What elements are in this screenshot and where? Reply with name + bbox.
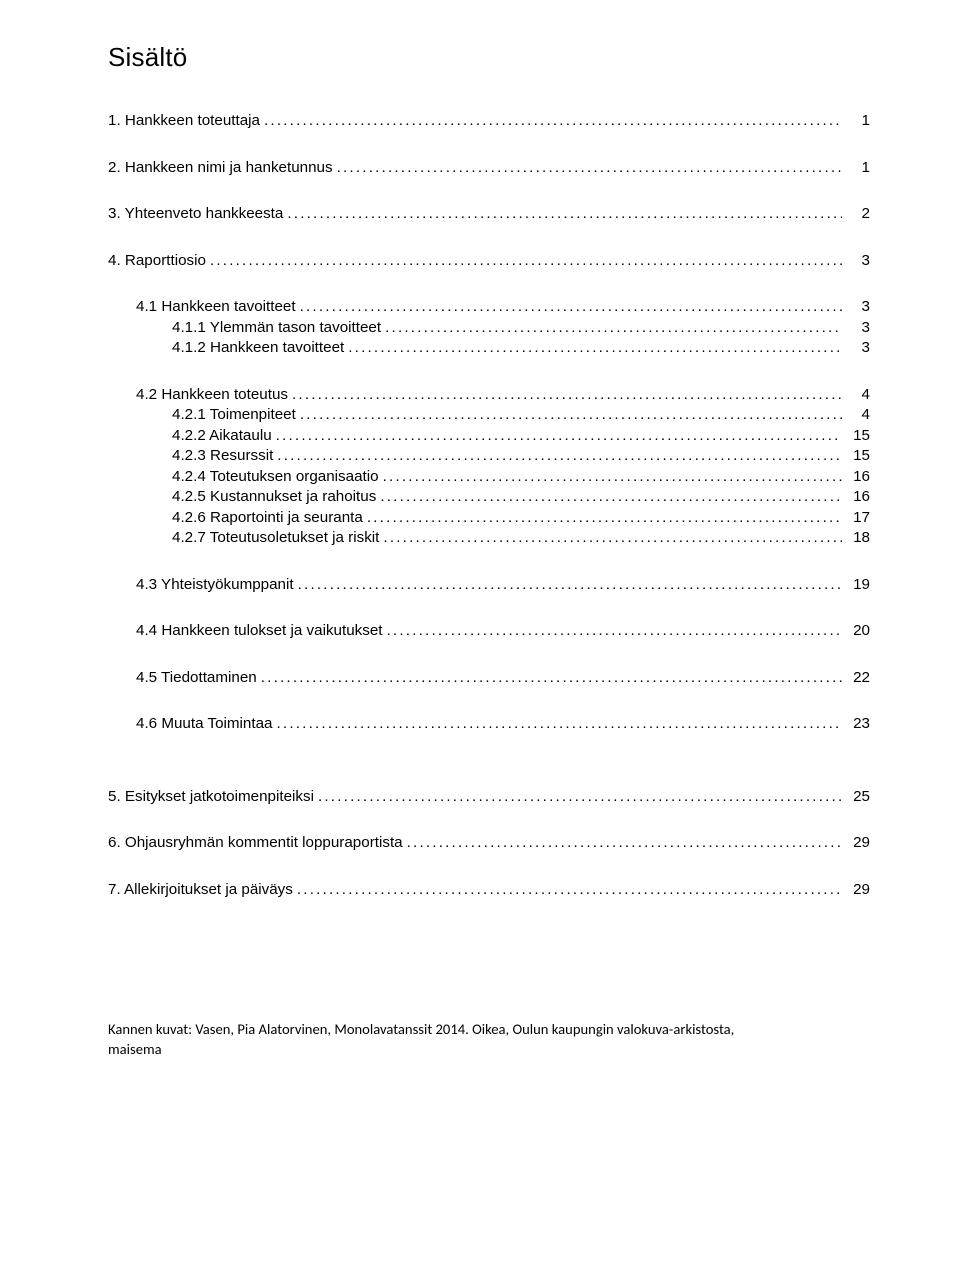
- toc-entry-page: 3: [846, 318, 870, 339]
- toc-entry-page: 19: [846, 575, 870, 596]
- footer-note: Kannen kuvat: Vasen, Pia Alatorvinen, Mo…: [108, 1020, 870, 1059]
- toc-dot-leader: [297, 880, 842, 901]
- toc-dot-leader: [367, 508, 842, 529]
- toc-entry-page: 17: [846, 508, 870, 529]
- toc-entry-page: 16: [846, 467, 870, 488]
- toc-dot-leader: [385, 318, 842, 339]
- toc-entry-page: 15: [846, 426, 870, 447]
- toc-entry-label: 4.6 Muuta Toimintaa: [136, 714, 273, 735]
- toc-entry: 4.2.6 Raportointi ja seuranta 17: [108, 508, 870, 529]
- page-title: Sisältö: [108, 42, 870, 73]
- toc-dot-leader: [318, 787, 842, 808]
- toc-dot-leader: [300, 297, 842, 318]
- toc-entry-label: 4.2 Hankkeen toteutus: [136, 385, 288, 406]
- toc-entry: 1. Hankkeen toteuttaja 1: [108, 111, 870, 132]
- toc-entry-page: 15: [846, 446, 870, 467]
- toc-dot-leader: [287, 204, 842, 225]
- toc-dot-leader: [276, 426, 842, 447]
- toc-dot-leader: [277, 446, 842, 467]
- toc-entry-label: 4.4 Hankkeen tulokset ja vaikutukset: [136, 621, 383, 642]
- toc-entry: 4.2.1 Toimenpiteet 4: [108, 405, 870, 426]
- toc-dot-leader: [383, 467, 842, 488]
- toc-entry: 4.2.3 Resurssit 15: [108, 446, 870, 467]
- toc-entry: 4.2.2 Aikataulu 15: [108, 426, 870, 447]
- toc-entry: 7. Allekirjoitukset ja päiväys 29: [108, 880, 870, 901]
- toc-entry-page: 3: [846, 251, 870, 272]
- toc-entry-label: 4.2.7 Toteutusoletukset ja riskit: [172, 528, 379, 549]
- toc-entry-page: 29: [846, 880, 870, 901]
- toc-entry-label: 4.2.6 Raportointi ja seuranta: [172, 508, 363, 529]
- toc-entry-label: 4.2.2 Aikataulu: [172, 426, 272, 447]
- toc-entry: 4.2.4 Toteutuksen organisaatio 16: [108, 467, 870, 488]
- toc-entry-page: 16: [846, 487, 870, 508]
- toc-gap: [108, 735, 870, 761]
- toc-entry-label: 6. Ohjausryhmän kommentit loppuraportist…: [108, 833, 403, 854]
- toc-entry-label: 4.5 Tiedottaminen: [136, 668, 257, 689]
- toc-dot-leader: [210, 251, 842, 272]
- toc-entry-page: 20: [846, 621, 870, 642]
- toc-entry: 4.4 Hankkeen tulokset ja vaikutukset 20: [108, 621, 870, 642]
- toc-entry: 2. Hankkeen nimi ja hanketunnus 1: [108, 158, 870, 179]
- toc-entry: 4. Raporttiosio 3: [108, 251, 870, 272]
- toc-entry-page: 23: [846, 714, 870, 735]
- toc-entry-page: 3: [846, 297, 870, 318]
- toc-entry: 4.6 Muuta Toimintaa 23: [108, 714, 870, 735]
- toc-entry: 4.2.5 Kustannukset ja rahoitus 16: [108, 487, 870, 508]
- toc-dot-leader: [348, 338, 842, 359]
- toc-entry-label: 2. Hankkeen nimi ja hanketunnus: [108, 158, 333, 179]
- toc-dot-leader: [380, 487, 842, 508]
- toc-dot-leader: [337, 158, 842, 179]
- toc-entry-page: 4: [846, 405, 870, 426]
- toc-dot-leader: [261, 668, 842, 689]
- toc-entry-label: 4.2.4 Toteutuksen organisaatio: [172, 467, 379, 488]
- toc-entry: 4.2.7 Toteutusoletukset ja riskit 18: [108, 528, 870, 549]
- toc-entry-label: 4.1.1 Ylemmän tason tavoitteet: [172, 318, 381, 339]
- toc-entry-page: 18: [846, 528, 870, 549]
- footer-line-1: Kannen kuvat: Vasen, Pia Alatorvinen, Mo…: [108, 1020, 734, 1038]
- toc-entry-page: 1: [846, 158, 870, 179]
- toc-dot-leader: [387, 621, 842, 642]
- toc-entry-label: 4. Raporttiosio: [108, 251, 206, 272]
- toc-entry-label: 7. Allekirjoitukset ja päiväys: [108, 880, 293, 901]
- toc-entry-label: 3. Yhteenveto hankkeesta: [108, 204, 283, 225]
- toc-dot-leader: [264, 111, 842, 132]
- toc-dot-leader: [292, 385, 842, 406]
- toc-dot-leader: [277, 714, 843, 735]
- toc-entry-label: 4.2.5 Kustannukset ja rahoitus: [172, 487, 376, 508]
- toc-entry-label: 1. Hankkeen toteuttaja: [108, 111, 260, 132]
- toc-entry: 3. Yhteenveto hankkeesta 2: [108, 204, 870, 225]
- toc-entry-page: 22: [846, 668, 870, 689]
- toc-entry-label: 4.1 Hankkeen tavoitteet: [136, 297, 296, 318]
- toc-entry-page: 4: [846, 385, 870, 406]
- toc-dot-leader: [407, 833, 842, 854]
- toc-entry: 6. Ohjausryhmän kommentit loppuraportist…: [108, 833, 870, 854]
- toc-entry: 4.2 Hankkeen toteutus 4: [108, 385, 870, 406]
- toc-entry-label: 5. Esitykset jatkotoimenpiteiksi: [108, 787, 314, 808]
- toc-entry-page: 29: [846, 833, 870, 854]
- toc-entry: 4.1.2 Hankkeen tavoitteet 3: [108, 338, 870, 359]
- table-of-contents: 1. Hankkeen toteuttaja12. Hankkeen nimi …: [108, 111, 870, 900]
- toc-entry: 4.1.1 Ylemmän tason tavoitteet 3: [108, 318, 870, 339]
- toc-entry-page: 3: [846, 338, 870, 359]
- document-page: Sisältö 1. Hankkeen toteuttaja12. Hankke…: [0, 0, 960, 1100]
- toc-entry-page: 25: [846, 787, 870, 808]
- toc-entry: 4.3 Yhteistyökumppanit 19: [108, 575, 870, 596]
- toc-entry-label: 4.1.2 Hankkeen tavoitteet: [172, 338, 344, 359]
- footer-line-2: maisema: [108, 1040, 162, 1058]
- toc-entry-label: 4.2.1 Toimenpiteet: [172, 405, 296, 426]
- toc-dot-leader: [383, 528, 842, 549]
- toc-dot-leader: [300, 405, 842, 426]
- toc-dot-leader: [298, 575, 842, 596]
- toc-entry-page: 2: [846, 204, 870, 225]
- toc-entry-label: 4.3 Yhteistyökumppanit: [136, 575, 294, 596]
- toc-entry: 5. Esitykset jatkotoimenpiteiksi 25: [108, 787, 870, 808]
- toc-entry: 4.1 Hankkeen tavoitteet 3: [108, 297, 870, 318]
- toc-entry: 4.5 Tiedottaminen 22: [108, 668, 870, 689]
- toc-entry-page: 1: [846, 111, 870, 132]
- toc-entry-label: 4.2.3 Resurssit: [172, 446, 273, 467]
